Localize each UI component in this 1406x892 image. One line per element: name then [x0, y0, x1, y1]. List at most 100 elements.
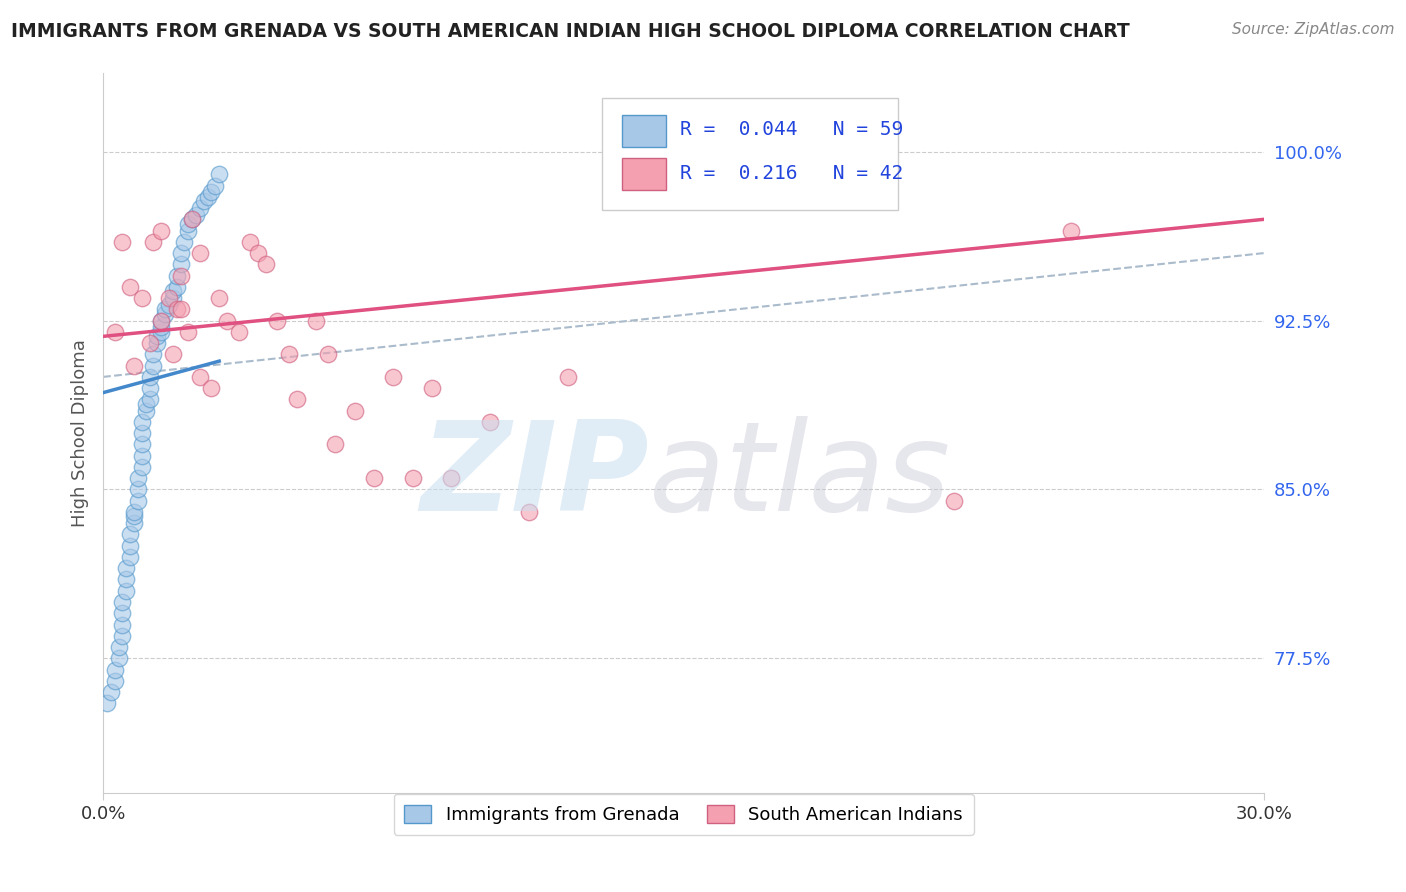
Point [943, 493, 966, 508]
Point [177, 217, 200, 231]
Point [153, 307, 176, 321]
Point [120, 539, 142, 553]
Point [127, 493, 149, 508]
Point [200, 381, 222, 395]
Point [150, 325, 173, 339]
Point [150, 223, 173, 237]
Point [146, 329, 169, 343]
Point [107, 651, 129, 665]
Point [215, 313, 238, 327]
Point [200, 186, 222, 200]
Point [115, 573, 138, 587]
Point [1059, 223, 1081, 237]
Point [122, 359, 145, 373]
Point [517, 505, 540, 519]
Point [111, 595, 134, 609]
Point [107, 640, 129, 654]
Text: R =  0.216   N = 42: R = 0.216 N = 42 [681, 163, 904, 183]
Point [115, 583, 138, 598]
Point [277, 347, 299, 361]
Point [104, 673, 127, 688]
Point [150, 320, 173, 334]
Point [111, 607, 134, 621]
Point [169, 257, 191, 271]
Point [177, 223, 200, 237]
Point [122, 505, 145, 519]
Point [157, 298, 180, 312]
Point [142, 347, 165, 361]
Point [169, 268, 191, 283]
Y-axis label: High School Diploma: High School Diploma [72, 339, 89, 527]
Point [246, 246, 269, 260]
Point [440, 471, 463, 485]
Point [157, 291, 180, 305]
Point [188, 201, 211, 215]
Bar [621, 158, 666, 190]
Point [131, 449, 153, 463]
Point [305, 313, 328, 327]
Point [131, 291, 153, 305]
Point [146, 336, 169, 351]
Point [135, 397, 157, 411]
Point [420, 381, 443, 395]
Point [382, 370, 405, 384]
Text: IMMIGRANTS FROM GRENADA VS SOUTH AMERICAN INDIAN HIGH SCHOOL DIPLOMA CORRELATION: IMMIGRANTS FROM GRENADA VS SOUTH AMERICA… [11, 22, 1130, 41]
Point [111, 629, 134, 643]
Point [197, 190, 219, 204]
Point [111, 617, 134, 632]
Point [285, 392, 308, 407]
Point [266, 313, 288, 327]
Bar [621, 115, 666, 147]
Point [131, 459, 153, 474]
Point [120, 280, 142, 294]
Point [166, 268, 188, 283]
Legend: Immigrants from Grenada, South American Indians: Immigrants from Grenada, South American … [394, 794, 973, 835]
FancyBboxPatch shape [602, 98, 898, 210]
Point [115, 561, 138, 575]
Text: ZIP: ZIP [420, 416, 648, 537]
Point [142, 359, 165, 373]
Point [181, 212, 204, 227]
Point [162, 347, 184, 361]
Point [208, 291, 231, 305]
Point [363, 471, 385, 485]
Point [166, 280, 188, 294]
Point [188, 370, 211, 384]
Point [402, 471, 425, 485]
Point [228, 325, 250, 339]
Point [254, 257, 277, 271]
Point [169, 246, 191, 260]
Point [104, 663, 127, 677]
Text: atlas: atlas [648, 416, 950, 537]
Point [131, 426, 153, 441]
Point [142, 235, 165, 249]
Point [204, 178, 226, 193]
Point [138, 381, 160, 395]
Point [343, 403, 366, 417]
Point [162, 291, 184, 305]
Point [100, 685, 122, 699]
Point [177, 325, 200, 339]
Point [316, 347, 339, 361]
Point [131, 437, 153, 451]
Point [239, 235, 262, 249]
Point [479, 415, 502, 429]
Point [122, 516, 145, 531]
Point [173, 235, 195, 249]
Point [181, 212, 204, 227]
Point [193, 194, 215, 209]
Point [150, 313, 173, 327]
Text: R =  0.044   N = 59: R = 0.044 N = 59 [681, 120, 904, 139]
Point [138, 336, 160, 351]
Point [131, 415, 153, 429]
Point [188, 246, 211, 260]
Point [162, 285, 184, 299]
Point [127, 483, 149, 497]
Point [104, 325, 127, 339]
Point [138, 370, 160, 384]
Point [208, 167, 231, 181]
Text: Source: ZipAtlas.com: Source: ZipAtlas.com [1232, 22, 1395, 37]
Point [96, 696, 118, 710]
Point [184, 208, 207, 222]
Point [122, 509, 145, 524]
